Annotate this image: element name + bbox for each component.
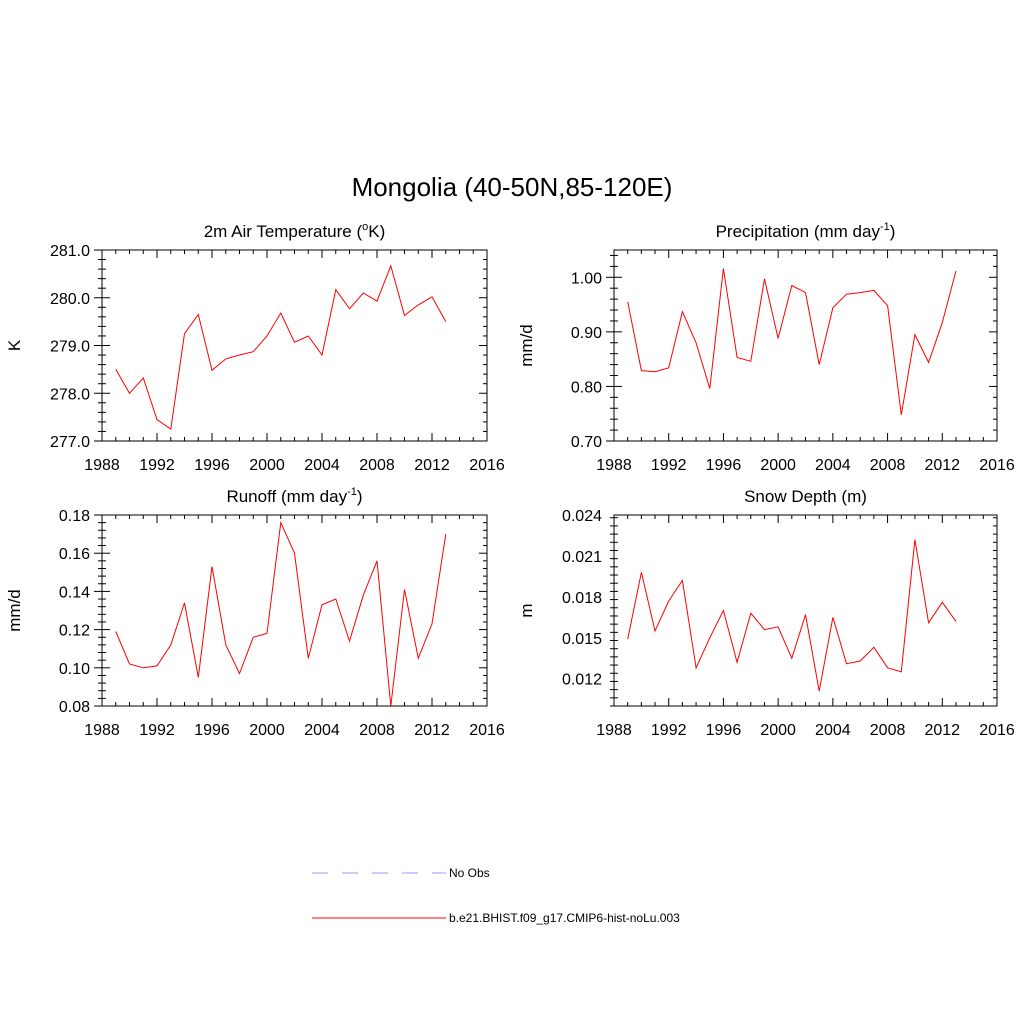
x-tick-label: 2008: [870, 457, 906, 474]
x-tick-label: 1988: [596, 722, 632, 739]
panel-title-tail: ): [890, 222, 896, 241]
x-tick-label: 2000: [249, 457, 285, 474]
x-tick-label: 1996: [706, 722, 742, 739]
panel-title-main: Precipitation (mm day: [716, 222, 881, 241]
y-tick-label: 0.015: [562, 631, 602, 648]
panel-title-tail: ): [357, 487, 363, 506]
x-tick-label: 1988: [596, 457, 632, 474]
y-tick-label: 0.024: [562, 508, 602, 525]
panel-title-sup: -1: [880, 221, 890, 233]
y-tick-label: 0.14: [59, 584, 90, 601]
x-tick-label: 2012: [924, 457, 960, 474]
panel-temperature: 2m Air Temperature (oK) K 1988 1992 1996 2000…: [5, 221, 505, 474]
y-axis-label-snow-depth: m: [517, 603, 536, 617]
y-axis-label-temperature: K: [5, 339, 24, 351]
y-tick-label: 0.18: [59, 508, 90, 525]
y-tick-label: 278.0: [50, 386, 90, 403]
y-tick-label: 277.0: [50, 434, 90, 451]
panel-runoff: Runoff (mm day-1) mm/d 1988 1992 1996 2000 200…: [5, 486, 505, 739]
panel-title-sup: o: [362, 221, 368, 233]
panel-title-snow-depth: Snow Depth (m): [744, 487, 867, 506]
panel-title-main: 2m Air Temperature (: [204, 222, 363, 241]
plot-frame-precipitation: [613, 249, 998, 442]
x-tick-label: 2012: [924, 722, 960, 739]
x-tick-label: 2000: [760, 722, 796, 739]
x-tick-label: 2008: [359, 457, 395, 474]
y-tick-label: 0.70: [571, 434, 602, 451]
figure-title: Mongolia (40-50N,85-120E): [352, 172, 673, 202]
x-tick-label: 2000: [760, 457, 796, 474]
x-tick-label: 1996: [706, 457, 742, 474]
y-tick-label: 279.0: [50, 339, 90, 356]
panel-title-main: Snow Depth (m): [744, 487, 867, 506]
x-tick-label: 2016: [469, 722, 505, 739]
y-tick-label: 0.018: [562, 590, 602, 607]
x-tick-label: 1996: [194, 722, 230, 739]
x-tick-label: 2004: [815, 722, 851, 739]
y-axis-label-precipitation: mm/d: [517, 324, 536, 367]
x-tick-label: 2012: [414, 457, 450, 474]
panel-title-runoff: Runoff (mm day-1): [226, 486, 362, 506]
panel-title-temperature: 2m Air Temperature (oK): [204, 221, 386, 241]
panel-precipitation: Precipitation (mm day-1) mm/d 1988 1992 1996…: [517, 221, 1015, 474]
y-tick-label: 280.0: [50, 291, 90, 308]
x-tick-label: 1988: [84, 457, 120, 474]
legend-label: No Obs: [449, 866, 490, 880]
y-tick-label: 0.16: [59, 546, 90, 563]
y-tick-label: 0.021: [562, 549, 602, 566]
x-tick-label: 1996: [194, 457, 230, 474]
panel-title-sup: -1: [347, 486, 357, 498]
legend-item-model: b.e21.BHIST.f09_g17.CMIP6-hist-noLu.003: [312, 911, 680, 925]
plot-frame-runoff: [101, 514, 488, 707]
x-tick-label: 2016: [979, 457, 1015, 474]
x-tick-label: 2016: [469, 457, 505, 474]
x-tick-label: 2004: [304, 722, 340, 739]
y-tick-label: 0.80: [571, 379, 602, 396]
panel-title-tail: K): [368, 222, 385, 241]
y-tick-label: 0.08: [59, 699, 90, 716]
x-tick-label: 1992: [139, 722, 175, 739]
panel-title-precipitation: Precipitation (mm day-1): [716, 221, 896, 241]
series-line-precipitation: [627, 268, 957, 415]
y-tick-label: 0.12: [59, 623, 90, 640]
y-tick-label: 0.90: [571, 325, 602, 342]
panel-title-main: Runoff (mm day: [226, 487, 347, 506]
y-tick-label: 281.0: [50, 243, 90, 260]
y-tick-label: 0.10: [59, 661, 90, 678]
x-tick-label: 2004: [815, 457, 851, 474]
y-axis-label-runoff: mm/d: [5, 589, 24, 632]
x-tick-label: 1992: [651, 457, 687, 474]
x-tick-label: 1988: [84, 722, 120, 739]
plot-frame-temperature: [101, 249, 488, 442]
x-tick-label: 2004: [304, 457, 340, 474]
x-tick-label: 2016: [979, 722, 1015, 739]
legend: No Obs b.e21.BHIST.f09_g17.CMIP6-hist-noL…: [312, 866, 680, 925]
legend-item-obs: No Obs: [312, 866, 490, 880]
y-tick-label: 0.012: [562, 672, 602, 689]
x-tick-label: 1992: [139, 457, 175, 474]
series-line-runoff: [115, 520, 447, 707]
y-tick-label: 1.00: [571, 270, 602, 287]
x-tick-label: 1992: [651, 722, 687, 739]
series-line-temperature: [115, 264, 447, 430]
plot-frame-snow-depth: [613, 514, 998, 707]
legend-label: b.e21.BHIST.f09_g17.CMIP6-hist-noLu.003: [449, 911, 680, 925]
panel-snow-depth: Snow Depth (m) m 1988 1992 1996 2000 2004 2008 2…: [517, 487, 1015, 739]
x-tick-label: 2012: [414, 722, 450, 739]
x-tick-label: 2000: [249, 722, 285, 739]
x-tick-label: 2008: [359, 722, 395, 739]
x-tick-label: 2008: [870, 722, 906, 739]
series-line-snow-depth: [627, 539, 957, 692]
panels-group: 2m Air Temperature (oK) K 1988 1992 1996 2000…: [5, 221, 1015, 739]
